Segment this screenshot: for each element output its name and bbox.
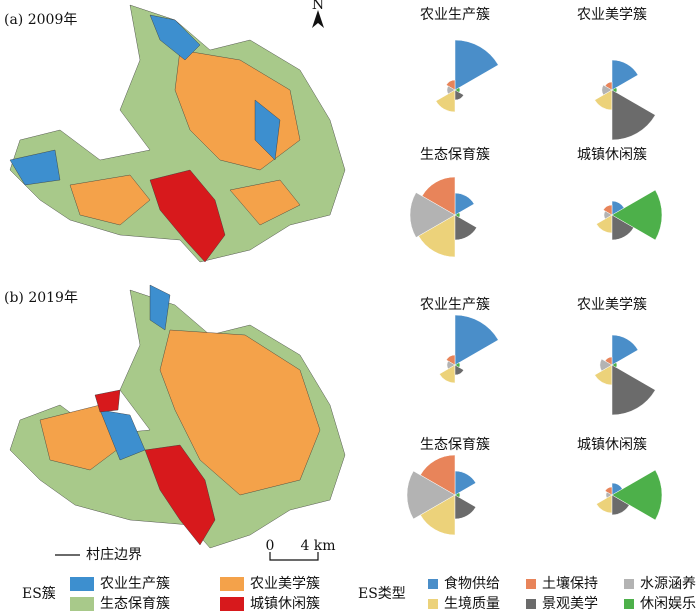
rose-wedge: [454, 364, 465, 376]
rose-wedge: [454, 39, 499, 91]
map-region: [254, 99, 281, 161]
rose-title: 城镇休闲簇: [577, 437, 647, 453]
rose-wedge: [420, 494, 456, 536]
legend-label: 食物供给: [444, 575, 500, 592]
north-label: N: [312, 0, 324, 13]
legend-swatch: [624, 579, 634, 589]
legend-label: 景观美学: [542, 596, 598, 612]
rose-wedge: [611, 87, 618, 93]
rose-wedge: [454, 494, 477, 520]
rose-wedge: [596, 214, 613, 234]
legend-label: 生境质量: [444, 596, 500, 612]
rose-wedge: [611, 469, 663, 521]
rose-wedge: [611, 362, 618, 368]
map-region: [149, 14, 201, 61]
rose-wedge: [604, 486, 613, 496]
map-region: [159, 329, 321, 496]
rose-wedge: [445, 79, 456, 91]
rose-wedge: [611, 364, 656, 416]
scale-label: 4 km: [300, 538, 335, 554]
legend-swatch: [220, 597, 244, 611]
map-region: [229, 179, 301, 226]
legend-swatch: [70, 597, 94, 611]
north-arrow: [312, 10, 324, 28]
legend-swatch: [624, 599, 634, 609]
rose-wedge: [454, 314, 499, 366]
legend-label: 生态保育簇: [100, 596, 170, 612]
map-region: [144, 444, 216, 546]
rose-wedge: [454, 212, 461, 218]
rose-title: 农业美学簇: [577, 7, 647, 23]
map-region: [94, 389, 121, 413]
boundary-legend-label: 村庄边界: [86, 546, 142, 563]
rose-title: 农业生产簇: [420, 297, 490, 313]
rose-wedge: [602, 204, 613, 216]
rose-wedge: [454, 89, 465, 101]
legend-swatch: [428, 599, 438, 609]
map-region: [69, 174, 151, 226]
rose-wedge: [611, 89, 656, 141]
legend-label: 土壤保持: [542, 575, 598, 592]
legend-swatch: [428, 579, 438, 589]
rose-title: 农业美学簇: [577, 297, 647, 313]
map-label: (a) 2009年: [4, 12, 77, 28]
rose-title: 生态保育簇: [420, 437, 490, 453]
map-label: (b) 2019年: [4, 290, 78, 306]
legend-label: 水源涵养: [640, 576, 696, 592]
rose-wedge: [611, 334, 639, 366]
rose-wedge: [454, 192, 475, 216]
rose-wedge: [454, 492, 461, 498]
map-region: [149, 284, 171, 331]
rose-title: 生态保育簇: [420, 147, 490, 163]
rose-wedge: [454, 87, 461, 93]
rose-title: 农业生产簇: [420, 7, 490, 23]
scale-label: 0: [266, 538, 275, 554]
scale-bar: [269, 552, 319, 561]
legend-swatch: [526, 599, 536, 609]
rose-wedge: [439, 364, 456, 384]
rose-wedge: [611, 59, 639, 91]
rose-wedge: [454, 362, 461, 368]
legend-title: ES类型: [358, 586, 406, 602]
legend-title: ES簇: [22, 586, 56, 602]
map-region: [149, 169, 226, 263]
legend-label: 农业生产簇: [100, 576, 170, 592]
rose-wedge: [611, 189, 663, 241]
rose-wedge: [409, 192, 456, 238]
map-region: [9, 149, 61, 186]
legend-swatch: [70, 577, 94, 591]
map-2009: [9, 4, 346, 263]
rose-wedge: [445, 354, 456, 366]
rose-wedge: [596, 494, 613, 514]
rose-wedge: [454, 470, 477, 496]
legend-swatch: [526, 579, 536, 589]
rose-title: 城镇休闲簇: [577, 147, 647, 163]
map-2019: [9, 284, 346, 549]
rose-wedge: [435, 89, 456, 113]
legend-label: 城镇休闲簇: [250, 596, 320, 612]
rose-wedge: [406, 470, 456, 520]
legend-label: 休闲娱乐: [640, 596, 696, 612]
legend-label: 农业美学簇: [250, 576, 320, 592]
rose-wedge: [418, 214, 456, 258]
rose-wedge: [454, 214, 478, 241]
legend-swatch: [220, 577, 244, 591]
